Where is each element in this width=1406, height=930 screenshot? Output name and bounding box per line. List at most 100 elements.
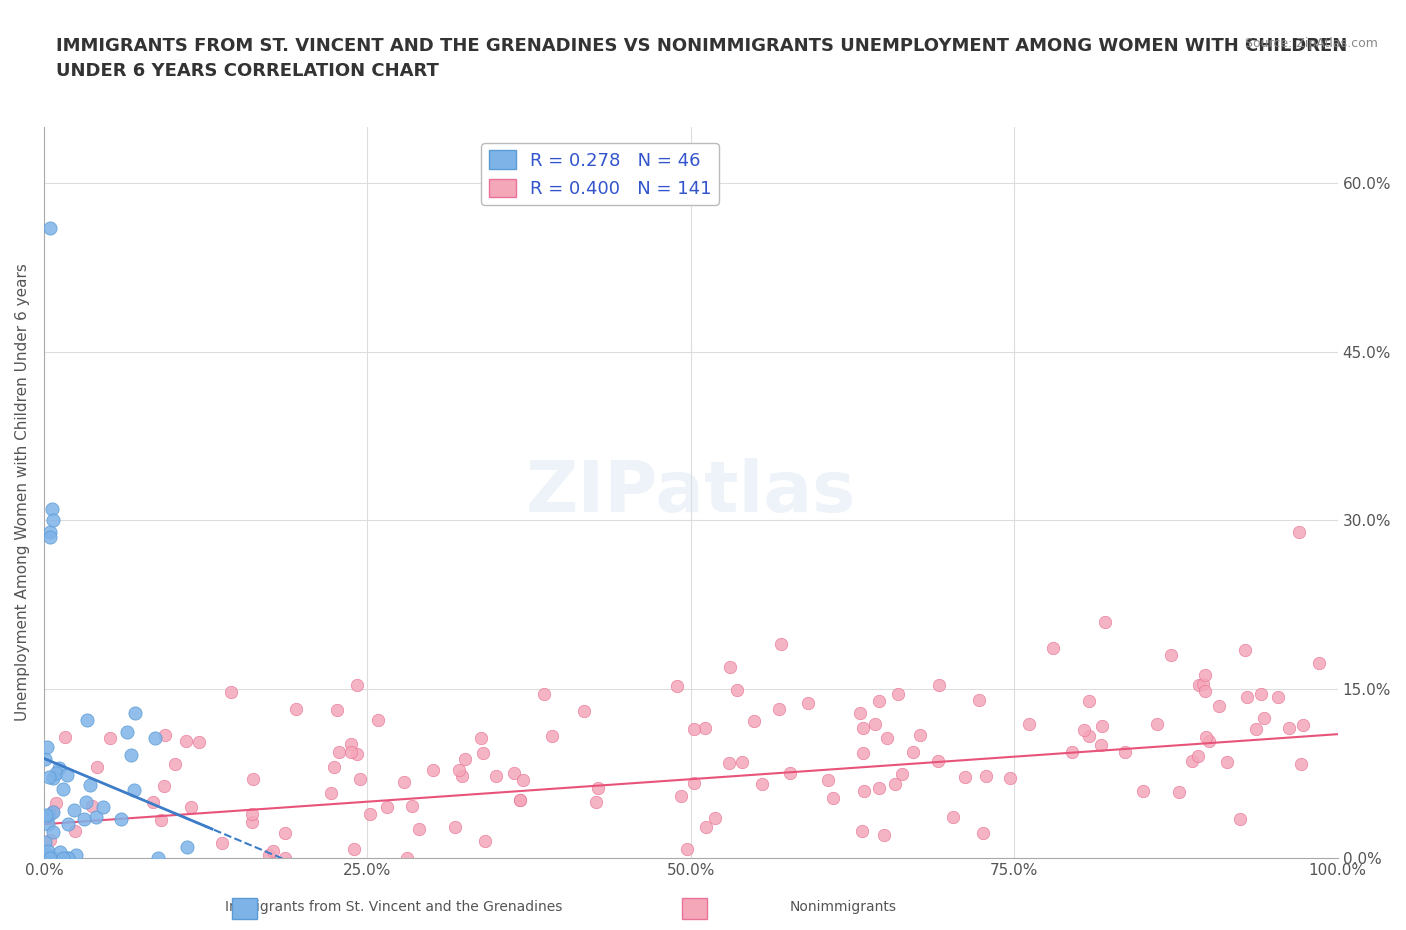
Point	[1233, 643, 1256, 658]
Point	[942, 810, 965, 825]
Point	[65, 847, 87, 862]
Point	[1278, 721, 1301, 736]
Point	[240, 807, 263, 822]
Point	[1077, 694, 1099, 709]
Point	[73, 812, 96, 827]
Point	[852, 720, 875, 735]
Point	[124, 706, 146, 721]
Point	[321, 785, 343, 800]
Point	[34, 834, 56, 849]
Point	[262, 844, 284, 858]
Point	[1062, 745, 1084, 760]
Point	[485, 768, 508, 783]
Point	[883, 777, 905, 791]
Point	[873, 828, 896, 843]
Point	[1308, 656, 1330, 671]
Point	[1187, 749, 1209, 764]
Point	[955, 770, 977, 785]
Point	[1188, 678, 1211, 693]
Point	[76, 712, 98, 727]
Point	[1194, 667, 1216, 682]
Point	[401, 799, 423, 814]
Point	[408, 821, 430, 836]
Point	[1198, 734, 1220, 749]
Point	[797, 696, 820, 711]
Point	[367, 712, 389, 727]
Point	[451, 768, 474, 783]
Point	[910, 727, 932, 742]
Point	[572, 703, 595, 718]
Point	[1094, 614, 1116, 629]
Point	[1289, 756, 1312, 771]
Text: Source: ZipAtlas.com: Source: ZipAtlas.com	[1244, 37, 1378, 50]
Point	[39, 833, 62, 848]
Point	[718, 659, 741, 674]
Point	[770, 637, 793, 652]
Point	[533, 686, 555, 701]
Point	[52, 781, 75, 796]
Point	[394, 775, 416, 790]
Point	[349, 772, 371, 787]
Point	[863, 717, 886, 732]
Point	[45, 766, 67, 781]
Point	[174, 734, 197, 749]
Point	[1253, 711, 1275, 725]
Point	[444, 820, 467, 835]
Point	[285, 702, 308, 717]
Point	[80, 799, 103, 814]
Point	[998, 770, 1021, 785]
Point	[1288, 525, 1310, 539]
Point	[346, 747, 368, 762]
Point	[868, 780, 890, 795]
Point	[42, 804, 65, 818]
Point	[242, 771, 264, 786]
Point	[509, 792, 531, 807]
Point	[340, 737, 363, 751]
Point	[100, 731, 122, 746]
Point	[1073, 723, 1095, 737]
Point	[1160, 647, 1182, 662]
Point	[779, 765, 801, 780]
Point	[148, 851, 170, 866]
Point	[1018, 717, 1040, 732]
Point	[34, 851, 56, 866]
Point	[91, 800, 114, 815]
Point	[876, 731, 898, 746]
Point	[149, 813, 172, 828]
Point	[683, 776, 706, 790]
Point	[474, 833, 496, 848]
Point	[153, 727, 176, 742]
Point	[1078, 728, 1101, 743]
Point	[1090, 737, 1112, 752]
Point	[852, 746, 875, 761]
Point	[586, 781, 609, 796]
Point	[503, 765, 526, 780]
Point	[176, 840, 198, 855]
Point	[38, 851, 60, 866]
Point	[180, 800, 202, 815]
Point	[84, 809, 107, 824]
Point	[1194, 684, 1216, 698]
Point	[34, 752, 56, 767]
Point	[1146, 716, 1168, 731]
Point	[75, 795, 97, 810]
Point	[742, 713, 765, 728]
Point	[34, 807, 56, 822]
Point	[346, 678, 368, 693]
Point	[851, 824, 873, 839]
Point	[695, 819, 717, 834]
Point	[974, 768, 997, 783]
Point	[666, 679, 689, 694]
Point	[693, 720, 716, 735]
Point	[887, 686, 910, 701]
Point	[42, 825, 65, 840]
Point	[343, 841, 366, 856]
Point	[396, 851, 419, 866]
Point	[1042, 640, 1064, 655]
Point	[274, 825, 297, 840]
Point	[122, 783, 145, 798]
Point	[1244, 722, 1267, 737]
Point	[1250, 686, 1272, 701]
Point	[1132, 784, 1154, 799]
Point	[79, 777, 101, 792]
